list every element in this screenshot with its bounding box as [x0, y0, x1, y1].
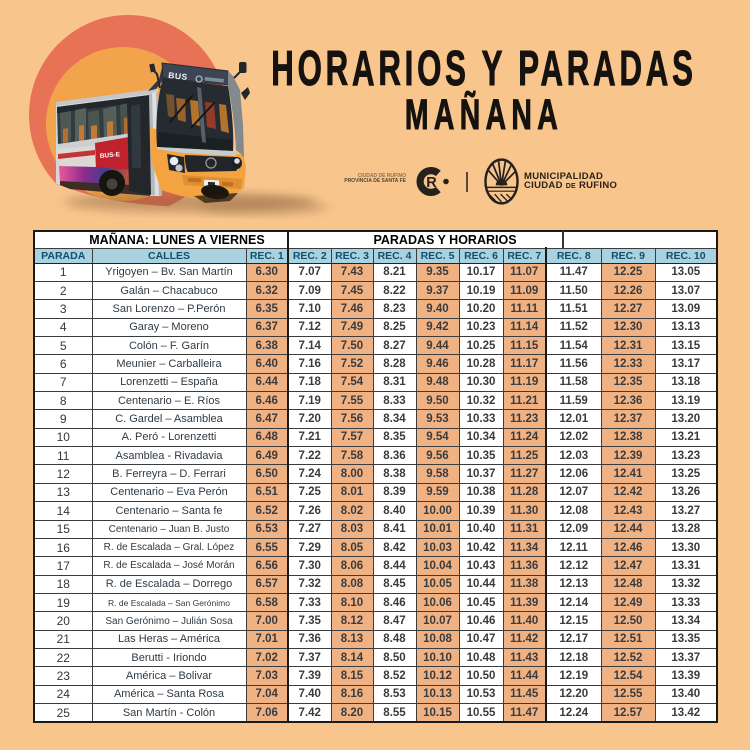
svg-text:BUS-E: BUS-E: [100, 151, 121, 160]
svg-text:BUS: BUS: [168, 70, 188, 82]
svg-text:R: R: [426, 175, 437, 191]
